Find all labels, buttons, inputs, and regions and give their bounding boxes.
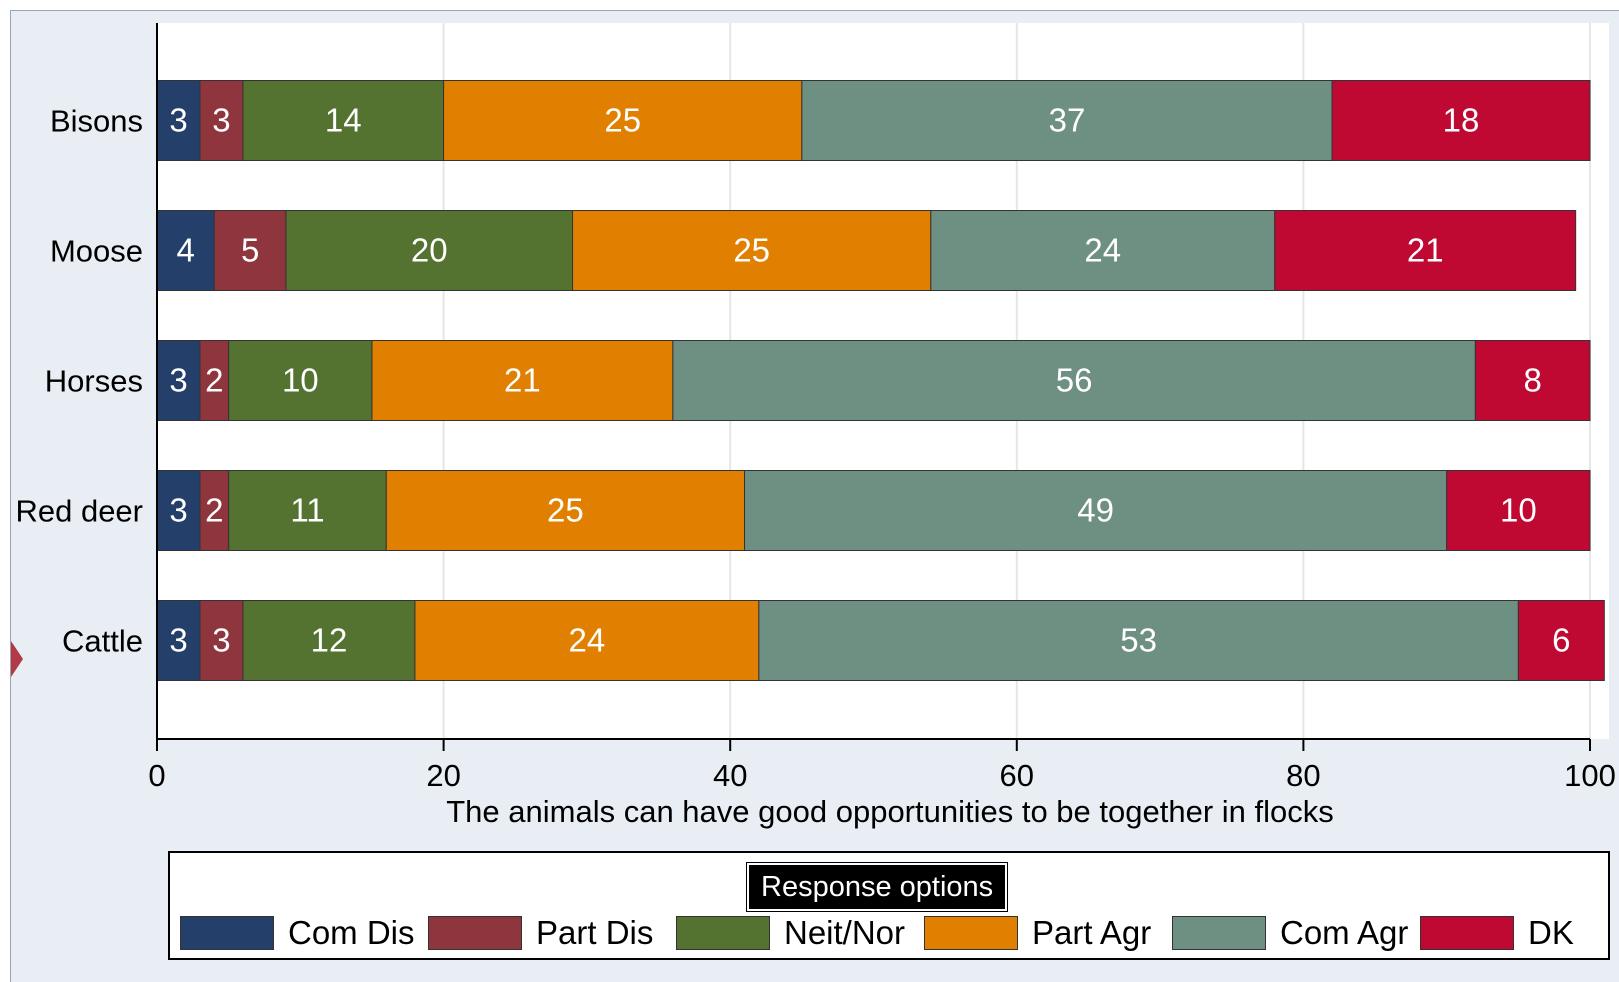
x-tick-label: 20 (426, 758, 460, 793)
x-axis: 0 20 40 60 80 100 (148, 23, 1616, 793)
legend-swatch (428, 916, 522, 950)
bar-segment (572, 210, 932, 291)
bar-value-label: 4 (176, 232, 194, 269)
bar-value-label: 3 (212, 102, 230, 139)
bar-value-label: 2 (205, 492, 223, 529)
bar-value-label: 2 (205, 362, 223, 399)
bar-value-label: 5 (241, 232, 259, 269)
bar-segment (744, 470, 1448, 551)
category-labels: Bisons Moose Horses Red deer Cattle (15, 104, 143, 659)
legend-item: Neit/Nor (676, 913, 905, 953)
legend-title: Response options (747, 863, 1008, 911)
bar-value-label: 3 (169, 492, 187, 529)
bar-segment (242, 600, 416, 681)
bar-value-label: 3 (169, 622, 187, 659)
bar-segment (1517, 600, 1605, 681)
bar-value-label: 56 (1056, 362, 1093, 399)
category-label: Bisons (50, 104, 143, 139)
bar-segment (199, 340, 230, 421)
bar-segment (1331, 80, 1591, 161)
legend-item: Com Agr (1172, 913, 1408, 953)
x-axis-title: The animals can have good opportunities … (446, 794, 1334, 829)
bar-segment (371, 340, 674, 421)
bar-value-label: 10 (1500, 492, 1537, 529)
bar-segment (414, 600, 760, 681)
bar-row-horses: 3 2 10 21 56 8 (156, 340, 1591, 421)
bar-value-label: 49 (1077, 492, 1114, 529)
legend-label: Com Agr (1280, 914, 1409, 951)
bar-value-label: 18 (1443, 102, 1480, 139)
bar-row-moose: 4 5 20 25 24 21 (156, 210, 1577, 291)
category-label: Horses (45, 364, 143, 399)
bar-value-label: 21 (504, 362, 541, 399)
bars: 3 3 14 25 37 184 5 20 25 24 213 2 10 21 56 83 2 11 25 49 103… (156, 80, 1605, 681)
x-tick-label: 40 (713, 758, 747, 793)
bar-segment (930, 210, 1276, 291)
bar-value-label: 3 (169, 362, 187, 399)
bar-value-label: 37 (1049, 102, 1086, 139)
bar-value-label: 21 (1407, 232, 1444, 269)
legend-item: Com Dis (180, 913, 415, 953)
legend-label: Part Dis (536, 914, 654, 951)
bar-value-label: 24 (1084, 232, 1121, 269)
arrow-marker-icon (11, 641, 23, 677)
x-tick-label: 60 (1000, 758, 1034, 793)
legend-item: DK (1420, 913, 1574, 953)
bar-value-label: 10 (282, 362, 319, 399)
bar-row-cattle: 3 3 12 24 53 6 (156, 600, 1605, 681)
category-label: Red deer (15, 494, 143, 529)
bar-segment (1274, 210, 1577, 291)
legend-label: Part Agr (1032, 914, 1152, 951)
legend-label: Neit/Nor (784, 914, 906, 951)
x-tick-label: 100 (1564, 758, 1616, 793)
bar-segment (156, 340, 201, 421)
x-tick-label: 0 (148, 758, 165, 793)
bar-row-bisons: 3 3 14 25 37 18 (156, 80, 1591, 161)
bar-value-label: 3 (169, 102, 187, 139)
legend-swatch (1420, 916, 1514, 950)
bar-segment (672, 340, 1476, 421)
bar-value-label: 14 (325, 102, 362, 139)
bar-value-label: 20 (411, 232, 448, 269)
bar-segment (1474, 340, 1591, 421)
bar-segment (385, 470, 746, 551)
bar-value-label: 25 (733, 232, 770, 269)
legend: Response options Com Dis Part Dis Neit/Nor… (168, 851, 1610, 960)
legend-label: Com Dis (288, 914, 415, 951)
bar-segment (199, 600, 244, 681)
bar-segment (156, 600, 201, 681)
bar-value-label: 25 (604, 102, 641, 139)
bar-segment (156, 210, 215, 291)
bar-segment (443, 80, 803, 161)
bar-segment (228, 470, 387, 551)
bar-value-label: 24 (569, 622, 606, 659)
bar-value-label: 8 (1524, 362, 1542, 399)
bar-value-label: 6 (1552, 622, 1570, 659)
legend-swatch (676, 916, 770, 950)
bar-segment (228, 340, 373, 421)
bar-segment (801, 80, 1333, 161)
legend-swatch (1172, 916, 1266, 950)
legend-item: Part Agr (924, 913, 1151, 953)
category-label: Moose (50, 234, 143, 269)
legend-item: Part Dis (428, 913, 653, 953)
legend-label: DK (1528, 914, 1574, 951)
bar-value-label: 12 (311, 622, 348, 659)
x-tick-label: 80 (1286, 758, 1320, 793)
bar-value-label: 53 (1120, 622, 1157, 659)
bar-segment (156, 470, 201, 551)
bar-value-label: 11 (290, 492, 324, 529)
bar-segment (1446, 470, 1591, 551)
legend-swatch (180, 916, 274, 950)
bar-segment (758, 600, 1519, 681)
bar-segment (199, 470, 230, 551)
bar-row-red-deer: 3 2 11 25 49 10 (156, 470, 1591, 551)
legend-swatch (924, 916, 1018, 950)
bar-value-label: 25 (547, 492, 584, 529)
category-label: Cattle (62, 624, 143, 659)
bar-value-label: 3 (212, 622, 230, 659)
